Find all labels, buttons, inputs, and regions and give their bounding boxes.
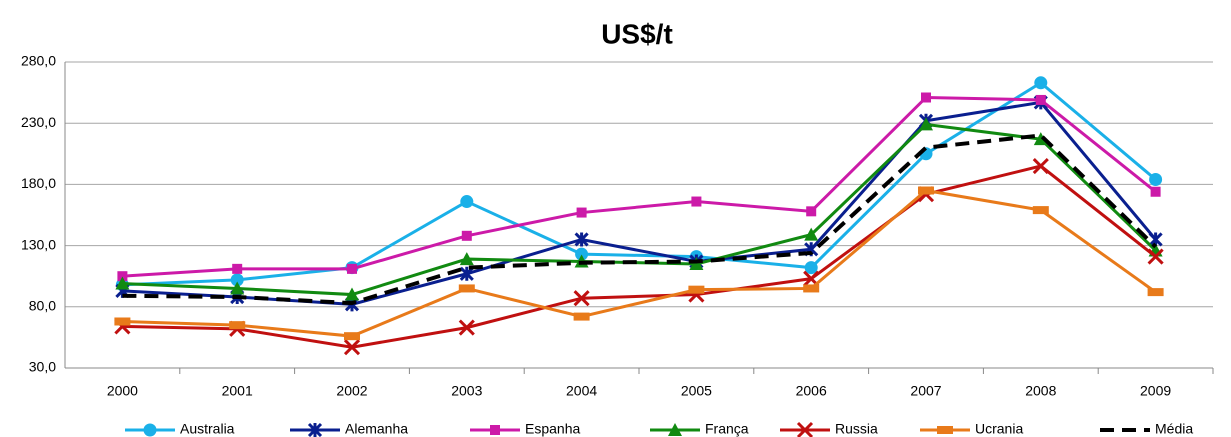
marker <box>1147 248 1164 265</box>
marker <box>804 261 818 275</box>
marker <box>114 317 131 326</box>
marker <box>804 227 819 241</box>
marker <box>115 276 130 290</box>
y-tick-label: 230,0 <box>21 114 56 130</box>
marker <box>459 252 474 266</box>
marker <box>573 312 590 321</box>
legend-label: Espanha <box>525 421 580 437</box>
y-tick-label: 130,0 <box>21 236 56 252</box>
marker <box>230 281 245 295</box>
marker <box>1150 186 1161 197</box>
marker <box>458 319 475 336</box>
x-tick-label: 2005 <box>681 383 712 399</box>
marker <box>1147 288 1164 297</box>
marker <box>230 273 244 287</box>
marker <box>668 423 682 436</box>
marker <box>576 207 587 218</box>
x-tick-label: 2006 <box>796 383 827 399</box>
series-line <box>122 80 1157 287</box>
x-tick-label: 2007 <box>910 383 941 399</box>
y-tick-label: 80,0 <box>29 298 56 314</box>
legend-label: Russia <box>835 421 878 437</box>
marker <box>1032 157 1049 175</box>
chart-title: US$/t <box>601 18 673 49</box>
x-tick-label: 2004 <box>566 383 597 399</box>
x-tick-label: 2000 <box>107 383 138 399</box>
marker <box>1035 94 1046 105</box>
marker <box>307 422 323 437</box>
marker <box>1149 173 1163 187</box>
series-line <box>122 164 1157 349</box>
legend-label: Ucrania <box>975 421 1023 437</box>
marker <box>117 271 128 282</box>
marker <box>573 290 590 307</box>
x-tick-label: 2003 <box>451 383 482 399</box>
marker <box>458 284 475 293</box>
marker <box>343 339 361 356</box>
marker <box>1033 132 1048 146</box>
legend-label: Alemanha <box>345 421 408 437</box>
marker <box>574 232 589 247</box>
legend-label: Australia <box>180 421 235 437</box>
marker <box>806 206 817 217</box>
legend-label: Média <box>1155 421 1193 437</box>
series-line <box>122 95 1157 278</box>
marker <box>490 425 500 435</box>
marker <box>347 263 357 274</box>
y-tick-label: 30,0 <box>29 359 56 375</box>
marker <box>919 117 933 131</box>
x-tick-label: 2009 <box>1140 383 1171 399</box>
marker <box>460 195 474 209</box>
x-tick-label: 2008 <box>1025 383 1056 399</box>
marker <box>344 332 360 341</box>
marker <box>1032 206 1049 215</box>
marker <box>688 285 705 294</box>
marker <box>796 421 814 437</box>
marker <box>461 230 472 241</box>
x-tick-label: 2001 <box>222 383 253 399</box>
marker <box>575 247 589 261</box>
marker <box>937 426 953 434</box>
y-tick-label: 280,0 <box>21 53 56 69</box>
series-line <box>122 122 1157 297</box>
marker <box>1034 76 1048 90</box>
x-tick-label: 2002 <box>336 383 367 399</box>
marker <box>918 186 934 195</box>
marker <box>921 92 931 103</box>
marker <box>345 287 359 301</box>
y-tick-label: 180,0 <box>21 175 56 191</box>
series-line <box>122 133 1157 306</box>
marker <box>459 266 474 281</box>
series-line <box>122 188 1157 338</box>
marker <box>691 196 702 207</box>
legend-label: França <box>705 421 749 437</box>
marker <box>803 284 820 293</box>
marker <box>229 321 246 330</box>
marker <box>232 263 243 274</box>
series-line <box>122 100 1157 306</box>
marker <box>143 423 157 437</box>
